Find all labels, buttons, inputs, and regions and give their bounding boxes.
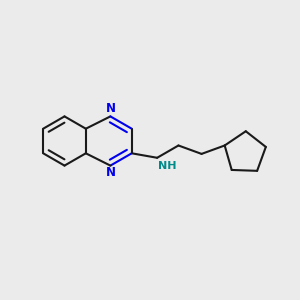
Text: N: N	[105, 167, 116, 179]
Text: NH: NH	[158, 161, 177, 171]
Text: N: N	[105, 103, 116, 116]
